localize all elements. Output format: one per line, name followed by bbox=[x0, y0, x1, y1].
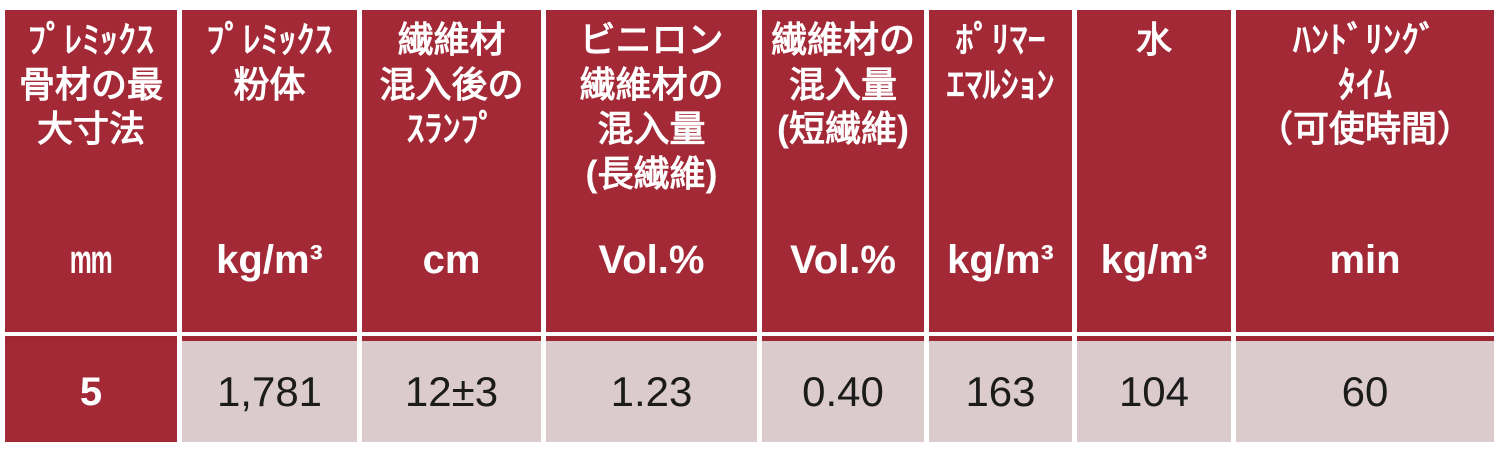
value-cell-slump-after-fiber-mixing: 12±3 bbox=[362, 336, 541, 442]
column-label: 水 bbox=[1135, 19, 1172, 60]
value-cell-polymer-emulsion: 163 bbox=[929, 336, 1072, 442]
column-label: 繊維材の 混入量 (短繊維) bbox=[770, 19, 915, 150]
column-label: 繊維材 混入後の ｽﾗﾝﾌﾟ bbox=[379, 19, 524, 150]
column-unit: kg/m³ bbox=[1100, 238, 1208, 282]
header-cell-short-fiber-content: 繊維材の 混入量 (短繊維) Vol.% bbox=[762, 10, 924, 332]
header-cell-polymer-emulsion: ﾎﾟﾘﾏｰ ｴﾏﾙｼｮﾝ kg/m³ bbox=[929, 10, 1072, 332]
column-unit: Vol.% bbox=[598, 238, 705, 282]
header-cell-premix-aggregate-max-size: ﾌﾟﾚﾐｯｸｽ 骨材の最 大寸法 mm bbox=[5, 10, 177, 332]
value-cell-premix-aggregate-max-size: 5 bbox=[5, 336, 177, 442]
column-label: ビニロン 繊維材の 混入量 (長繊維) bbox=[579, 19, 724, 194]
value-cell-short-fiber-content: 0.40 bbox=[762, 336, 924, 442]
column-unit: cm bbox=[422, 238, 481, 282]
header-cell-vinylon-long-fiber-content: ビニロン 繊維材の 混入量 (長繊維) Vol.% bbox=[546, 10, 757, 332]
column-label: ﾊﾝﾄﾞﾘﾝｸﾞ ﾀｲﾑ （可使時間） bbox=[1256, 19, 1473, 150]
column-unit: kg/m³ bbox=[947, 238, 1054, 282]
column-unit: mm bbox=[70, 238, 113, 282]
header-cell-slump-after-fiber-mixing: 繊維材 混入後の ｽﾗﾝﾌﾟ cm bbox=[362, 10, 541, 332]
column-unit: Vol.% bbox=[790, 238, 896, 282]
value-cell-water: 104 bbox=[1077, 336, 1231, 442]
column-unit: min bbox=[1329, 238, 1401, 282]
value-cell-premix-powder: 1,781 bbox=[182, 336, 357, 442]
header-cell-water: 水 kg/m³ bbox=[1077, 10, 1231, 332]
column-label: ﾎﾟﾘﾏｰ ｴﾏﾙｼｮﾝ bbox=[946, 19, 1055, 105]
column-label: ﾌﾟﾚﾐｯｸｽ 粉体 bbox=[206, 19, 333, 105]
value-cell-vinylon-long-fiber-content: 1.23 bbox=[546, 336, 757, 442]
spec-table: ﾌﾟﾚﾐｯｸｽ 骨材の最 大寸法 mm ﾌﾟﾚﾐｯｸｽ 粉体 kg/m³ 繊維材… bbox=[5, 10, 1494, 442]
header-cell-premix-powder: ﾌﾟﾚﾐｯｸｽ 粉体 kg/m³ bbox=[182, 10, 357, 332]
column-label: ﾌﾟﾚﾐｯｸｽ 骨材の最 大寸法 bbox=[18, 19, 163, 150]
column-unit: kg/m³ bbox=[216, 238, 323, 282]
header-cell-handling-time: ﾊﾝﾄﾞﾘﾝｸﾞ ﾀｲﾑ （可使時間） min bbox=[1236, 10, 1494, 332]
value-cell-handling-time: 60 bbox=[1236, 336, 1494, 442]
